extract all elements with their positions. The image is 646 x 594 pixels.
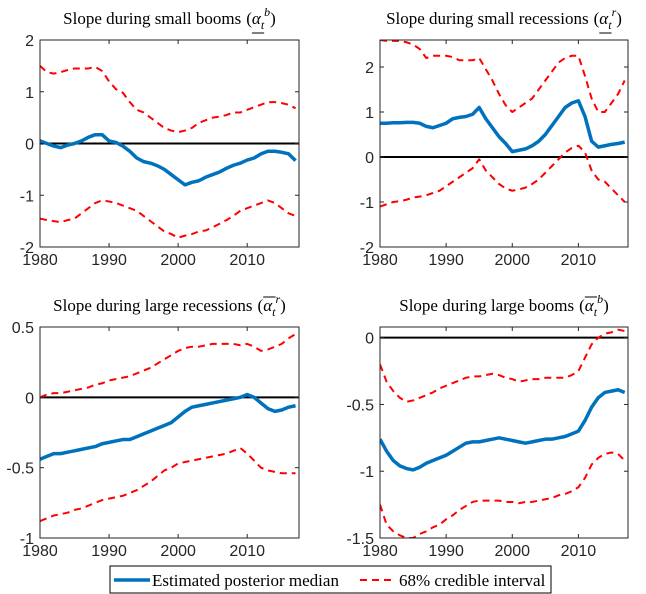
x-tick-label: 2000: [160, 543, 196, 560]
symbol-sub: t: [261, 18, 265, 32]
symbol-close: ): [270, 9, 276, 28]
y-tick-label: 0.5: [12, 320, 34, 337]
title-text: Slope during large booms: [399, 296, 574, 315]
interval-line: [380, 451, 626, 538]
y-tick-label: 0: [365, 150, 374, 167]
interval-line: [380, 328, 625, 403]
median-line: [380, 99, 626, 154]
symbol-sub: t: [594, 305, 598, 319]
chart-title: Slope during small booms (αtb): [63, 5, 276, 32]
y-tick-label: -1: [360, 195, 374, 212]
x-tick-label: 1980: [362, 543, 398, 560]
y-tick-label: 0: [25, 137, 34, 154]
x-tick-label: 2000: [160, 252, 196, 269]
symbol-open: (: [579, 296, 585, 315]
y-tick-label: -1: [20, 531, 34, 548]
symbol-open: (: [258, 296, 264, 315]
axes-frame: [39, 326, 300, 539]
x-tick-label: 1990: [428, 252, 464, 269]
y-tick-label: 1: [25, 85, 34, 102]
x-tick-label: 2010: [229, 252, 265, 269]
symbol-close: ): [280, 296, 286, 315]
median-line: [40, 132, 297, 187]
plot-area: [380, 328, 628, 538]
plot-area: [40, 65, 299, 239]
symbol-sub: t: [608, 18, 612, 32]
y-tick-label: 1: [365, 105, 374, 122]
y-tick-label: -1.5: [346, 531, 374, 548]
axes-frame: [379, 39, 629, 248]
interval-line: [40, 446, 296, 523]
plot-area: [40, 333, 299, 523]
symbol-sup: r: [612, 5, 617, 19]
x-tick-label: 1980: [22, 543, 58, 560]
y-tick-label: -0.5: [346, 397, 374, 414]
chart-title: Slope during small recessions (αtr): [386, 5, 622, 32]
interval-line: [40, 333, 297, 399]
y-tick-label: -2: [360, 240, 374, 257]
title-text: Slope during large recessions: [53, 296, 252, 315]
x-tick-label: 2000: [494, 252, 530, 269]
interval-line: [380, 144, 626, 208]
chart-title: Slope during large booms (αtb): [399, 292, 609, 319]
symbol-sup: b: [597, 292, 603, 306]
symbol-sup: b: [264, 5, 270, 19]
median-line: [380, 388, 626, 472]
x-tick-label: 2010: [561, 543, 597, 560]
symbol-sup: r: [276, 292, 281, 306]
interval-line: [380, 40, 626, 113]
interval-line: [40, 65, 297, 134]
symbol-sub: t: [272, 305, 276, 319]
x-tick-label: 2000: [494, 543, 530, 560]
x-tick-label: 1990: [91, 252, 127, 269]
y-tick-label: -1: [20, 188, 34, 205]
x-tick-label: 1990: [428, 543, 464, 560]
x-tick-label: 1980: [362, 252, 398, 269]
legend-label: Estimated posterior median: [152, 571, 339, 590]
x-tick-label: 2010: [229, 543, 265, 560]
y-tick-label: -1: [360, 464, 374, 481]
symbol-close: ): [603, 296, 609, 315]
x-tick-label: 2010: [561, 252, 597, 269]
legend-box: [109, 565, 552, 594]
y-tick-label: 0: [25, 390, 34, 407]
y-tick-label: 2: [25, 33, 34, 50]
chart-title: Slope during large recessions (αtr): [53, 292, 286, 319]
y-tick-label: -2: [20, 240, 34, 257]
axes-frame: [379, 326, 629, 539]
title-text: Slope during small recessions: [386, 9, 589, 28]
symbol-base: α: [263, 296, 273, 315]
plot-area: [380, 40, 628, 208]
symbol-close: ): [616, 9, 622, 28]
y-tick-label: -0.5: [6, 461, 34, 478]
median-line: [40, 392, 296, 461]
symbol-base: α: [252, 9, 262, 28]
symbol-open: (: [594, 9, 600, 28]
symbol-open: (: [246, 9, 252, 28]
x-tick-label: 1980: [22, 252, 58, 269]
symbol-base: α: [585, 296, 595, 315]
interval-line: [40, 199, 296, 239]
x-tick-label: 1990: [91, 543, 127, 560]
symbol-base: α: [599, 9, 609, 28]
legend-label: 68% credible interval: [399, 571, 546, 590]
y-tick-label: 2: [365, 60, 374, 77]
y-tick-label: 0: [365, 331, 374, 348]
title-text: Slope during small booms: [63, 9, 241, 28]
